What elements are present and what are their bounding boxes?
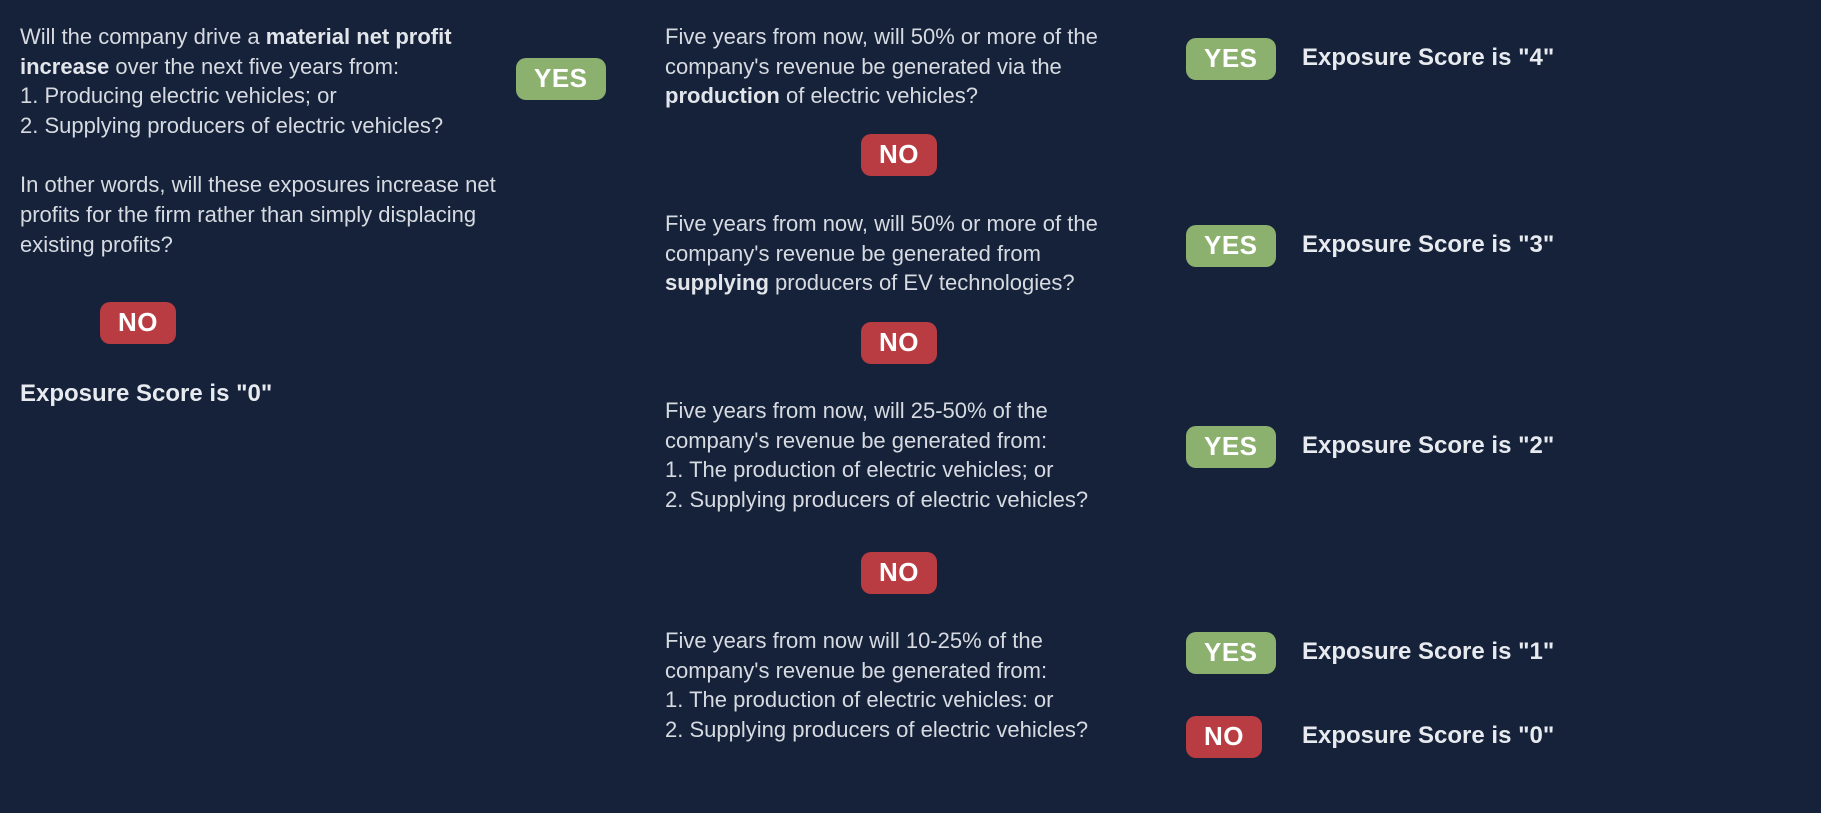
question-50pct-supplying: Five years from now, will 50% or more of… (665, 209, 1135, 298)
q5-bullet-2: 2. Supplying producers of electric vehic… (665, 717, 1088, 742)
score-0: Exposure Score is "0" (1302, 720, 1554, 752)
score-2: Exposure Score is "2" (1302, 430, 1554, 462)
q1-para2: In other words, will these exposures inc… (20, 172, 496, 256)
score-left-0: Exposure Score is "0" (20, 378, 272, 410)
q3-text-bold: supplying (665, 270, 769, 295)
question-25-50pct: Five years from now, will 25-50% of the … (665, 396, 1135, 515)
q4-text-a: Five years from now, will 25-50% of the … (665, 398, 1048, 453)
pill-no-q5: NO (1186, 716, 1262, 758)
pill-no-q4: NO (861, 552, 937, 594)
score-3: Exposure Score is "3" (1302, 229, 1554, 261)
q5-bullet-1: 1. The production of electric vehicles: … (665, 687, 1053, 712)
pill-yes-q5: YES (1186, 632, 1276, 674)
score-4: Exposure Score is "4" (1302, 42, 1554, 74)
q4-bullet-2: 2. Supplying producers of electric vehic… (665, 487, 1088, 512)
q3-text-c: producers of EV technologies? (769, 270, 1075, 295)
q2-text-a: Five years from now, will 50% or more of… (665, 24, 1098, 79)
q2-text-bold: production (665, 83, 780, 108)
q5-text-a: Five years from now will 10-25% of the c… (665, 628, 1047, 683)
pill-yes-q1: YES (516, 58, 606, 100)
q1-text-a: Will the company drive a (20, 24, 266, 49)
question-10-25pct: Five years from now will 10-25% of the c… (665, 626, 1135, 745)
question-50pct-production: Five years from now, will 50% or more of… (665, 22, 1135, 111)
q1-bullet-1: 1. Producing electric vehicles; or (20, 83, 337, 108)
pill-no-q3: NO (861, 322, 937, 364)
q3-text-a: Five years from now, will 50% or more of… (665, 211, 1098, 266)
pill-yes-q2: YES (1186, 38, 1276, 80)
score-1: Exposure Score is "1" (1302, 636, 1554, 668)
q4-bullet-1: 1. The production of electric vehicles; … (665, 457, 1053, 482)
pill-yes-q4: YES (1186, 426, 1276, 468)
question-material-profit: Will the company drive a material net pr… (20, 22, 500, 260)
pill-no-q2: NO (861, 134, 937, 176)
flowchart-exposure-score: Will the company drive a material net pr… (0, 0, 1821, 813)
q2-text-c: of electric vehicles? (780, 83, 978, 108)
q1-text-c: over the next five years from: (109, 54, 399, 79)
pill-yes-q3: YES (1186, 225, 1276, 267)
q1-bullet-2: 2. Supplying producers of electric vehic… (20, 113, 443, 138)
pill-no-q1: NO (100, 302, 176, 344)
